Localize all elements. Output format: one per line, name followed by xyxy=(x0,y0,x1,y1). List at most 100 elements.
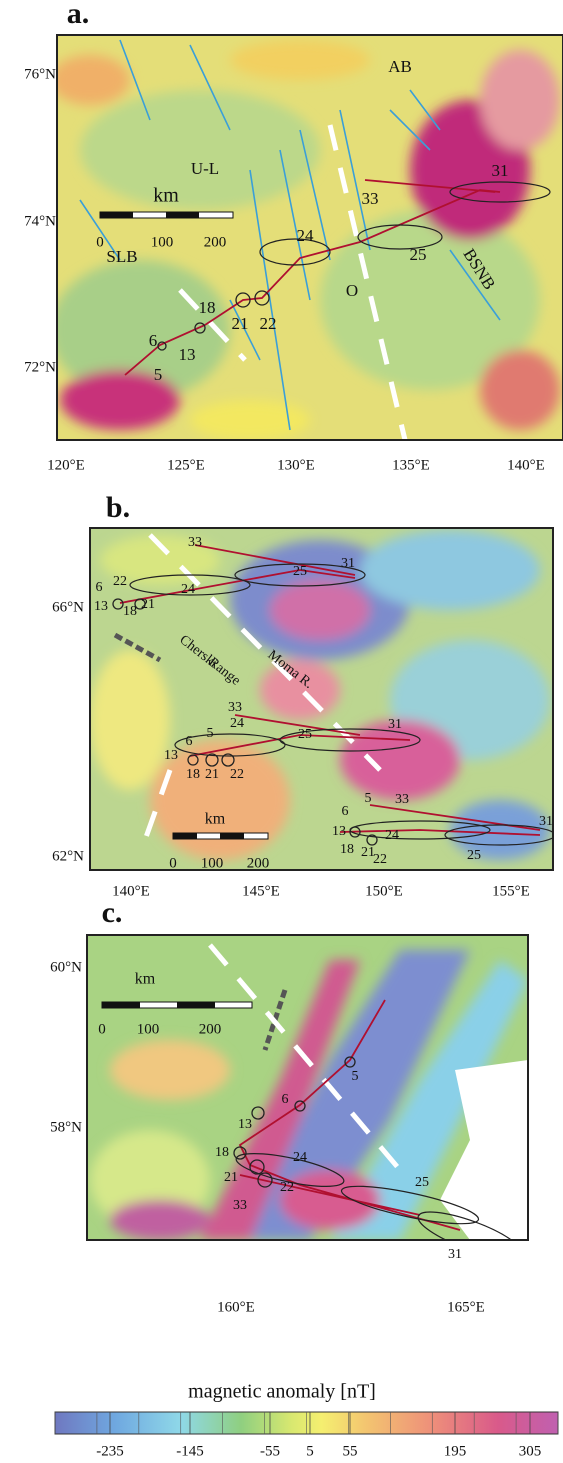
map-annotation: 5 xyxy=(154,365,163,384)
map-annotation: 18 xyxy=(340,842,354,857)
panel-a-map-shape xyxy=(157,341,167,351)
panel-a-map-shape-shape xyxy=(480,50,560,150)
panel-a-map-shape-shape xyxy=(230,40,370,80)
panel-label: a. xyxy=(67,0,90,30)
colorbar-label: -55 xyxy=(260,1443,280,1459)
map-annotation: 6 xyxy=(342,804,349,819)
panel-b-map-shape xyxy=(444,824,553,846)
panel-b-map-shape xyxy=(221,753,235,767)
panel-b-map-shape-shape xyxy=(450,800,550,860)
panel-a-map-shape-shape xyxy=(57,55,130,105)
map-annotation: SLB xyxy=(106,247,137,266)
panel-a-map-shape xyxy=(79,39,501,431)
map-annotation: 33 xyxy=(362,189,379,208)
map-annotation: 24 xyxy=(293,1150,307,1165)
lat-label: 58°N xyxy=(50,1119,82,1135)
map-annotation: 5 xyxy=(365,791,372,806)
lon-label: 165°E xyxy=(447,1299,485,1315)
panel-b-map-shape-shape xyxy=(360,530,540,610)
panel-b-map-shape xyxy=(119,544,541,836)
panel-c-map-shape xyxy=(344,1056,356,1068)
map-annotation: 24 xyxy=(230,716,244,731)
panel-b-map-shape xyxy=(174,733,286,757)
scale-bar-shape xyxy=(166,212,199,218)
panel-c-map xyxy=(87,935,528,1240)
scale-unit: km xyxy=(135,971,156,988)
lat-label: 76°N xyxy=(24,66,56,82)
map-annotation: 33 xyxy=(188,535,202,550)
panel-b-map-shape xyxy=(187,754,199,766)
panel-c-map-shape xyxy=(440,1060,528,1240)
lat-label: 66°N xyxy=(52,599,84,615)
map-annotation: 33 xyxy=(395,792,409,807)
scale-bar-shape xyxy=(177,1002,215,1008)
lon-label: 150°E xyxy=(365,883,403,899)
map-annotation: 24 xyxy=(181,582,195,597)
colorbar-label: 5 xyxy=(306,1443,314,1459)
map-annotation: 31 xyxy=(341,556,355,571)
lat-label: 60°N xyxy=(50,959,82,975)
panel-b-map-shape-shape xyxy=(150,740,290,860)
panel-a-map-shape xyxy=(357,224,443,250)
frame xyxy=(89,527,554,871)
scale-label: 200 xyxy=(204,234,227,250)
map-annotation: 33 xyxy=(228,700,242,715)
map-annotation: 18 xyxy=(199,298,216,317)
panel-a-map-shape xyxy=(449,181,551,203)
lon-label: 140°E xyxy=(112,883,150,899)
scale-bar-shape xyxy=(100,212,133,218)
map-annotation: 18 xyxy=(123,604,137,619)
scale-label: 0 xyxy=(98,1021,106,1037)
scale-label: 200 xyxy=(247,855,270,871)
scale-bar xyxy=(101,1001,253,1009)
map-annotation: 22 xyxy=(230,767,244,782)
map-annotation: 13 xyxy=(332,824,346,839)
colorbar-label: 195 xyxy=(444,1443,467,1459)
scale-label: 100 xyxy=(201,855,224,871)
panel-b-map-shape xyxy=(349,826,361,838)
map-annotation: 13 xyxy=(179,345,196,364)
scale-unit: km xyxy=(153,185,179,207)
panel-c-map-shape xyxy=(235,1153,345,1187)
map-annotation: 25 xyxy=(467,848,481,863)
panel-b-map-shape xyxy=(90,530,550,860)
map-annotation: 21 xyxy=(361,845,375,860)
scale-label: 100 xyxy=(151,234,174,250)
map-annotation: 6 xyxy=(96,580,103,595)
panel-label: c. xyxy=(102,896,123,929)
map-annotation: 22 xyxy=(113,574,127,589)
panel-b-map-shape-shape xyxy=(90,650,170,790)
map-annotation: 21 xyxy=(232,314,249,333)
map-annotation: 21 xyxy=(141,597,155,612)
panel-b-map-shape xyxy=(134,598,146,610)
map-annotation: O xyxy=(346,281,358,300)
panel-a-map-shape xyxy=(178,124,408,440)
panel-a-map xyxy=(57,35,563,440)
scale-label: 200 xyxy=(199,1021,222,1037)
panel-b-map-shape xyxy=(279,728,421,752)
panel-label: b. xyxy=(106,491,130,524)
panel-c-map-shape-shape xyxy=(240,950,470,1240)
panel-c-map-shape xyxy=(257,1172,273,1188)
panel-a-map-shape xyxy=(124,179,501,376)
map-annotation: 22 xyxy=(280,1180,294,1195)
scale-label: 100 xyxy=(137,1021,160,1037)
panel-c-map-shape xyxy=(90,950,528,1240)
map-annotation: 13 xyxy=(94,599,108,614)
panel-b-map-shape xyxy=(112,598,124,610)
map-annotation: 5 xyxy=(207,726,214,741)
map-annotation: 13 xyxy=(238,1117,252,1132)
panel-b-map-shape-shape xyxy=(260,660,340,720)
map-annotation: 31 xyxy=(539,814,553,829)
panel-c-map-shape-shape xyxy=(330,960,528,1240)
panel-a-map-shape xyxy=(57,40,560,440)
panel-b-map-shape-shape xyxy=(340,720,460,800)
colorbar-label: 55 xyxy=(343,1443,358,1459)
panel-a-map-shape xyxy=(194,322,206,334)
map-annotation: 25 xyxy=(415,1175,429,1190)
panel-a-map-shape-shape xyxy=(80,90,320,210)
colorbar-label: -235 xyxy=(96,1443,124,1459)
map-annotation: 21 xyxy=(224,1170,238,1185)
lon-label: 155°E xyxy=(492,883,530,899)
